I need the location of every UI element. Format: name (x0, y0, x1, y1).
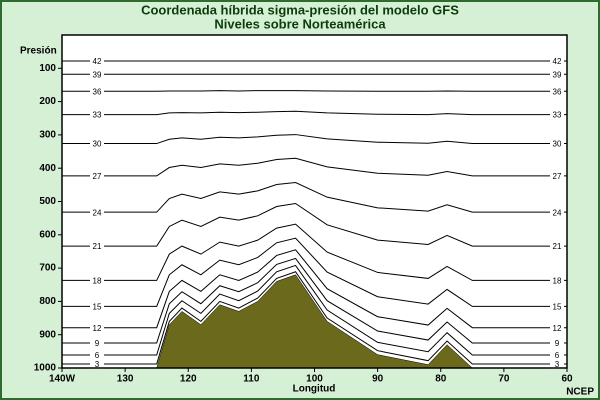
level-label-bg (550, 170, 564, 181)
level-label-bg (550, 301, 564, 312)
level-label-bg (550, 86, 564, 97)
level-line (62, 90, 567, 92)
level-label: 24 (93, 208, 102, 217)
level-line (62, 249, 567, 329)
level-line (62, 110, 567, 116)
level-line (62, 237, 567, 307)
level-label-bg (90, 338, 104, 349)
level-label-bg (550, 275, 564, 286)
x-tick-label: 120 (180, 374, 197, 385)
level-label-bg (550, 55, 564, 66)
x-tick-label: 80 (435, 374, 447, 385)
terrain (62, 274, 567, 369)
chart-title: Coordenada híbrida sigma-presión del mod… (141, 2, 459, 17)
y-tick-label: 700 (39, 263, 56, 274)
y-axis-label: Presión (20, 46, 57, 57)
x-axis-label: Longitud (293, 384, 336, 395)
level-label: 33 (93, 111, 102, 120)
level-label-bg (90, 170, 104, 181)
level-label: 27 (553, 172, 562, 181)
level-line (62, 264, 567, 356)
level-label: 15 (553, 303, 562, 312)
level-label: 6 (555, 351, 560, 360)
level-label-bg (90, 301, 104, 312)
level-label-bg (550, 359, 564, 370)
level-label-bg (90, 350, 104, 361)
level-label-bg (550, 69, 564, 80)
level-line (62, 134, 567, 145)
level-label: 3 (95, 360, 100, 369)
x-tick-label: 110 (243, 374, 260, 385)
y-tick-label: 800 (39, 296, 56, 307)
level-line (62, 182, 567, 213)
y-tick-label: 300 (39, 130, 56, 141)
level-label: 36 (93, 87, 102, 96)
level-line (62, 271, 567, 365)
level-label: 39 (553, 70, 562, 79)
level-label: 6 (95, 351, 100, 360)
level-line (62, 202, 567, 247)
level-label-bg (90, 55, 104, 66)
level-label-bg (90, 207, 104, 218)
level-label: 3 (555, 360, 560, 369)
chart-subtitle: Niveles sobre Norteamérica (214, 16, 386, 31)
y-tick-label: 900 (39, 329, 56, 340)
level-label: 36 (553, 87, 562, 96)
level-label-bg (90, 241, 104, 252)
level-label: 12 (553, 324, 562, 333)
level-label: 42 (93, 57, 102, 66)
level-label-bg (90, 359, 104, 370)
credit: NCEP (566, 387, 594, 398)
level-label-bg (90, 322, 104, 333)
level-label-bg (550, 350, 564, 361)
level-label-bg (90, 69, 104, 80)
level-label: 18 (93, 277, 102, 286)
level-label: 42 (553, 57, 562, 66)
level-label: 21 (553, 242, 562, 251)
level-label: 33 (553, 111, 562, 120)
x-tick-label: 90 (372, 374, 384, 385)
level-label: 24 (553, 208, 562, 217)
x-tick-label: 100 (306, 374, 323, 385)
level-label-bg (550, 322, 564, 333)
level-label-bg (550, 109, 564, 120)
level-label-bg (550, 241, 564, 252)
level-label: 30 (553, 140, 562, 149)
level-line (62, 223, 567, 281)
level-label-bg (550, 138, 564, 149)
level-label: 9 (95, 339, 100, 348)
y-tick-label: 100 (39, 63, 56, 74)
level-line (62, 157, 567, 177)
x-tick-label: 130 (117, 374, 134, 385)
level-label: 9 (555, 339, 560, 348)
level-label-bg (550, 207, 564, 218)
x-tick-label: 60 (561, 374, 573, 385)
level-label: 21 (93, 242, 102, 251)
level-label-bg (90, 109, 104, 120)
level-label: 30 (93, 140, 102, 149)
level-label-bg (550, 338, 564, 349)
y-tick-label: 500 (39, 196, 56, 207)
level-label: 39 (93, 70, 102, 79)
level-label: 18 (553, 277, 562, 286)
x-tick-label: 140W (49, 374, 76, 385)
level-line (62, 257, 567, 344)
level-label-bg (90, 275, 104, 286)
level-label: 15 (93, 303, 102, 312)
level-label-bg (90, 86, 104, 97)
level-label: 12 (93, 324, 102, 333)
level-label-bg (90, 138, 104, 149)
y-tick-label: 600 (39, 229, 56, 240)
y-tick-label: 1000 (34, 363, 57, 374)
y-tick-label: 400 (39, 163, 56, 174)
level-label: 27 (93, 172, 102, 181)
y-tick-label: 200 (39, 96, 56, 107)
x-tick-label: 70 (498, 374, 510, 385)
